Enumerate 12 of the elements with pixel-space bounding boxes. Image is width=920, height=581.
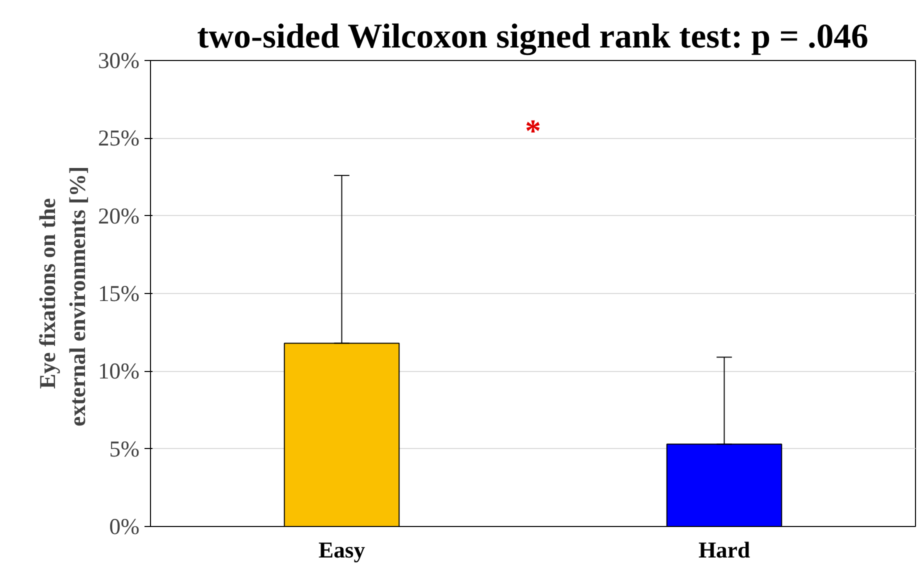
- y-tick-label: 15%: [98, 281, 140, 306]
- y-axis-title: Eye fixations on the external environments [%]: [34, 166, 90, 426]
- y-tick-label: 10%: [98, 358, 140, 384]
- chart-title: two-sided Wilcoxon signed rank test: p = .046: [197, 18, 868, 56]
- y-tick-label: 25%: [98, 126, 140, 151]
- y-tick-label: 0%: [109, 514, 140, 539]
- y-tick-label: 20%: [98, 203, 140, 228]
- x-tick-label: Easy: [318, 538, 366, 562]
- y-tick-label: 5%: [109, 436, 140, 462]
- x-tick-label: Hard: [698, 538, 750, 562]
- annotation: *: [525, 112, 541, 148]
- y-tick-label: 30%: [98, 48, 140, 73]
